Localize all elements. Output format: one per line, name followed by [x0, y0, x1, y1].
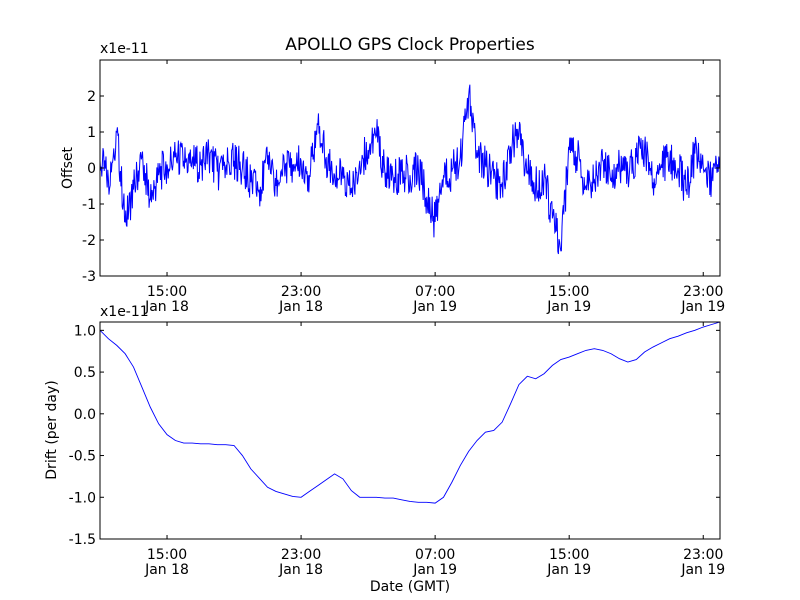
- offset-x-tick-time: 23:00: [683, 284, 723, 300]
- offset-x-tick-time: 15:00: [549, 284, 589, 300]
- x-axis-label: Date (GMT): [370, 579, 450, 595]
- offset-x-tick-date: Jan 19: [412, 299, 457, 315]
- offset-x-tick-time: 23:00: [281, 284, 321, 300]
- offset-y-tick-label: 0: [87, 161, 96, 177]
- drift-x-tick-time: 23:00: [281, 547, 321, 563]
- drift-y-tick-label: -1.5: [69, 532, 96, 548]
- drift-y-axis-label: Drift (per day): [44, 380, 60, 479]
- drift-x-tick-time: 23:00: [683, 547, 723, 563]
- offset-y-tick-label: 1: [87, 125, 96, 141]
- drift-x-tick-date: Jan 19: [412, 562, 457, 578]
- offset-y-tick-label: -3: [82, 269, 96, 285]
- drift-exponent-label: x1e-11: [100, 304, 149, 320]
- drift-x-tick-date: Jan 18: [144, 562, 189, 578]
- drift-panel: x1e-11 Drift (per day) -1.5 -1.0 -0.5 0.0 0.…: [44, 304, 725, 578]
- drift-y-tick-label: -1.0: [69, 490, 96, 506]
- drift-x-tick-time: 15:00: [549, 547, 589, 563]
- drift-x-tick-time: 07:00: [415, 547, 455, 563]
- offset-series-line: [99, 84, 721, 255]
- drift-x-tick-date: Jan 19: [680, 562, 725, 578]
- offset-y-tick-label: 2: [87, 89, 96, 105]
- drift-x-tick-time: 15:00: [147, 547, 187, 563]
- offset-x-tick-date: Jan 18: [144, 299, 189, 315]
- drift-y-tick-label: 0.0: [74, 407, 96, 423]
- offset-exponent-label: x1e-11: [100, 41, 149, 57]
- drift-y-tick-label: -0.5: [69, 449, 96, 465]
- offset-y-tick-label: -2: [82, 233, 96, 249]
- offset-x-tick-time: 15:00: [147, 284, 187, 300]
- drift-series-line: [99, 321, 721, 504]
- drift-plot-frame: [99, 321, 721, 540]
- drift-x-tick-date: Jan 18: [278, 562, 323, 578]
- chart-title: APOLLO GPS Clock Properties: [285, 35, 535, 55]
- drift-y-tick-label: 1.0: [74, 323, 96, 339]
- drift-x-tick-date: Jan 19: [546, 562, 591, 578]
- offset-y-axis-label: Offset: [60, 146, 76, 189]
- offset-x-tick-date: Jan 18: [278, 299, 323, 315]
- offset-x-tick-time: 07:00: [415, 284, 455, 300]
- drift-y-tick-label: 0.5: [74, 365, 96, 381]
- offset-y-tick-label: -1: [82, 197, 96, 213]
- offset-x-tick-date: Jan 19: [546, 299, 591, 315]
- offset-x-tick-date: Jan 19: [680, 299, 725, 315]
